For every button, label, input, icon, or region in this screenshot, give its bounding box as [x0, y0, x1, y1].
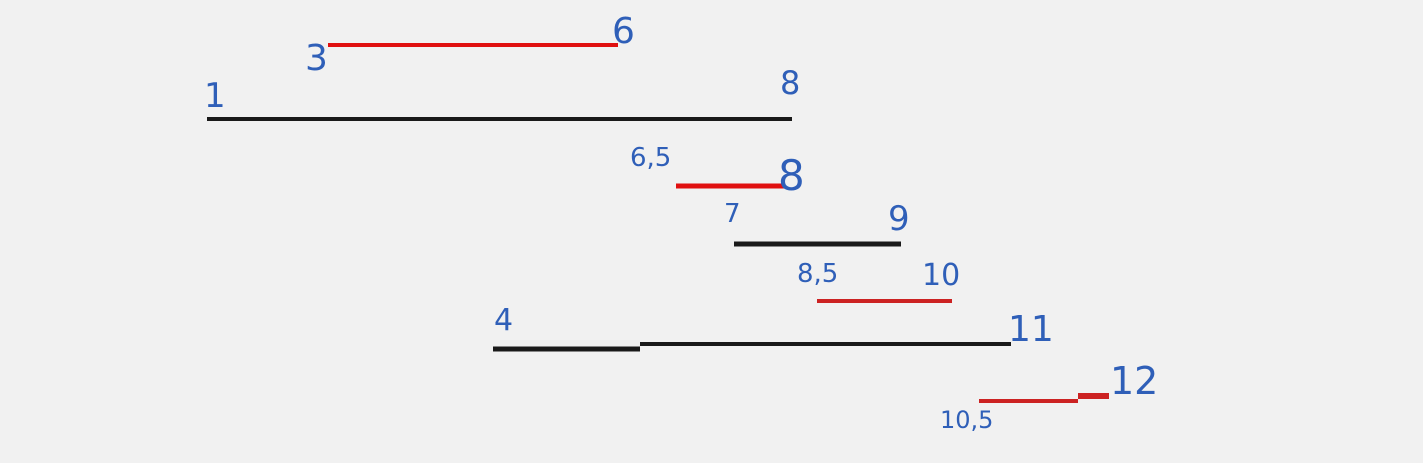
segment-7-9-start-label: 7 — [724, 199, 741, 229]
segment-8.5-10-start-label: 8,5 — [797, 259, 838, 289]
segment-3-6-start-label: 3 — [305, 38, 328, 79]
segment-1-8: 1 8 — [204, 64, 800, 121]
segment-6.5-8: 6,5 8 — [630, 143, 805, 200]
segment-1-8-start-label: 1 — [204, 76, 226, 116]
segment-10.5-12-end-label: 12 — [1110, 359, 1158, 403]
segment-6.5-8-start-label: 6,5 — [630, 143, 671, 173]
segment-3-6-end-label: 6 — [612, 11, 635, 52]
segment-7-9: 7 9 — [724, 199, 910, 247]
segment-7-9-end-label: 9 — [888, 199, 910, 239]
segment-1-8-end-label: 8 — [780, 64, 800, 102]
segment-4-11: 4 11 — [493, 303, 1054, 352]
segment-8.5-10-end-label: 10 — [922, 258, 960, 293]
segment-8.5-10: 8,5 10 — [797, 258, 960, 303]
segment-4-11-start-label: 4 — [494, 303, 513, 338]
segment-6.5-8-end-label: 8 — [778, 151, 805, 200]
segment-4-11-end-label: 11 — [1008, 309, 1054, 350]
segment-10.5-12: 10,5 12 — [940, 359, 1158, 434]
segment-3-6: 3 6 — [305, 11, 635, 79]
segment-10.5-12-start-label: 10,5 — [940, 406, 993, 434]
